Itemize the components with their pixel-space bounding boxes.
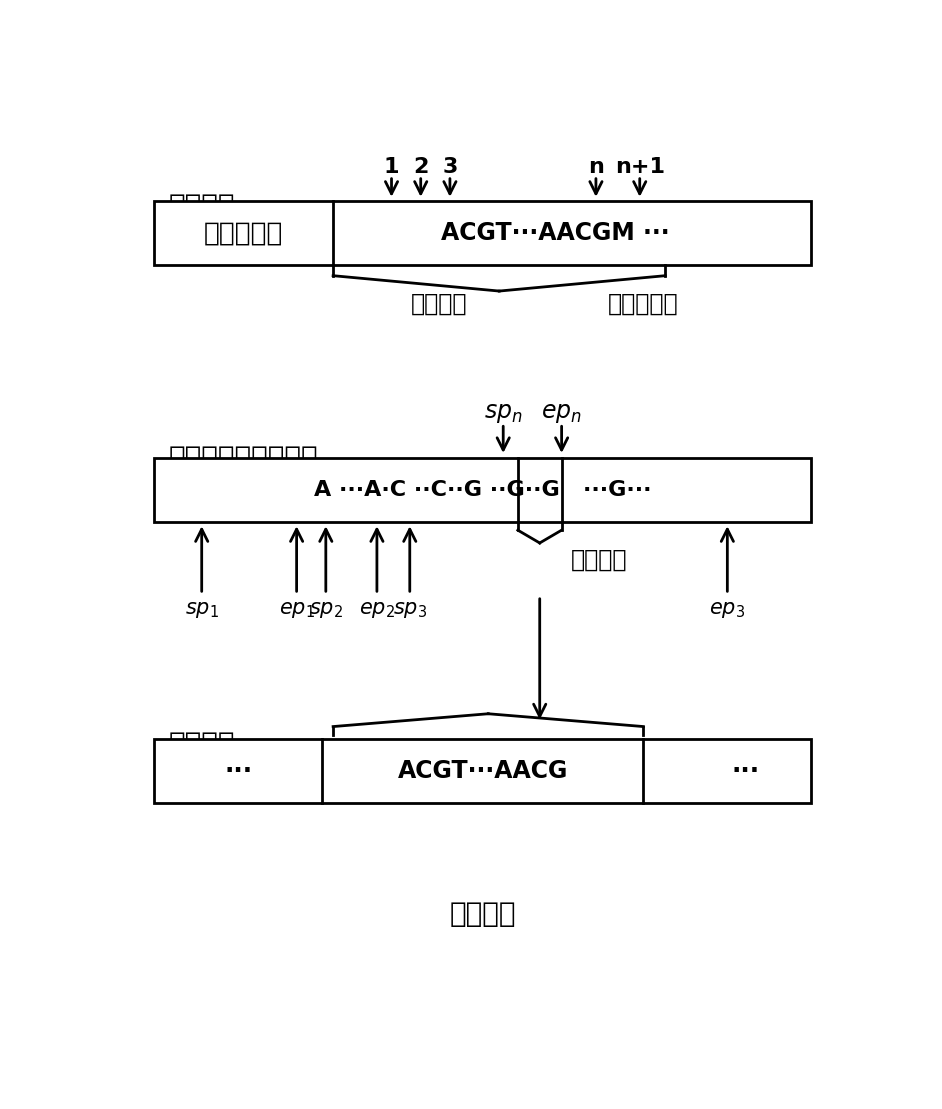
- Text: $ep_{2}$: $ep_{2}$: [359, 600, 395, 620]
- Bar: [154, 202, 811, 265]
- Text: $sp_n$: $sp_n$: [484, 401, 523, 425]
- Text: 3: 3: [442, 157, 458, 177]
- Text: 1: 1: [383, 157, 399, 177]
- Text: 未压缩部分: 未压缩部分: [609, 292, 678, 316]
- Text: $sp_{3}$: $sp_{3}$: [393, 600, 427, 620]
- Text: A ···A·C ··C··G ··G··G   ···G···: A ···A·C ··C··G ··G··G ···G···: [314, 479, 652, 499]
- Text: 定位匹配: 定位匹配: [449, 901, 516, 928]
- Text: 匹配序列: 匹配序列: [411, 292, 467, 316]
- Text: 2: 2: [413, 157, 429, 177]
- Text: 匹配范围: 匹配范围: [571, 548, 626, 572]
- Text: ···: ···: [224, 760, 252, 783]
- Text: $ep_{1}$: $ep_{1}$: [279, 600, 315, 620]
- Text: 已压缩部分: 已压缩部分: [203, 221, 283, 246]
- Text: ACGT···AACGM ···: ACGT···AACGM ···: [442, 222, 670, 245]
- Text: ACGT···AACG: ACGT···AACG: [398, 760, 568, 783]
- Text: 参考序列的反向索引: 参考序列的反向索引: [169, 444, 318, 471]
- Text: $ep_{3}$: $ep_{3}$: [709, 600, 745, 620]
- Bar: [154, 740, 811, 803]
- Text: $sp_{1}$: $sp_{1}$: [185, 600, 219, 620]
- Text: $ep_n$: $ep_n$: [542, 401, 582, 425]
- Bar: [154, 458, 811, 521]
- Text: $sp_{2}$: $sp_{2}$: [309, 600, 343, 620]
- Text: n+1: n+1: [615, 157, 665, 177]
- Text: ···: ···: [732, 760, 759, 783]
- Text: n: n: [588, 157, 604, 177]
- Text: 目标序列: 目标序列: [169, 192, 236, 220]
- Text: 参考序列: 参考序列: [169, 730, 236, 757]
